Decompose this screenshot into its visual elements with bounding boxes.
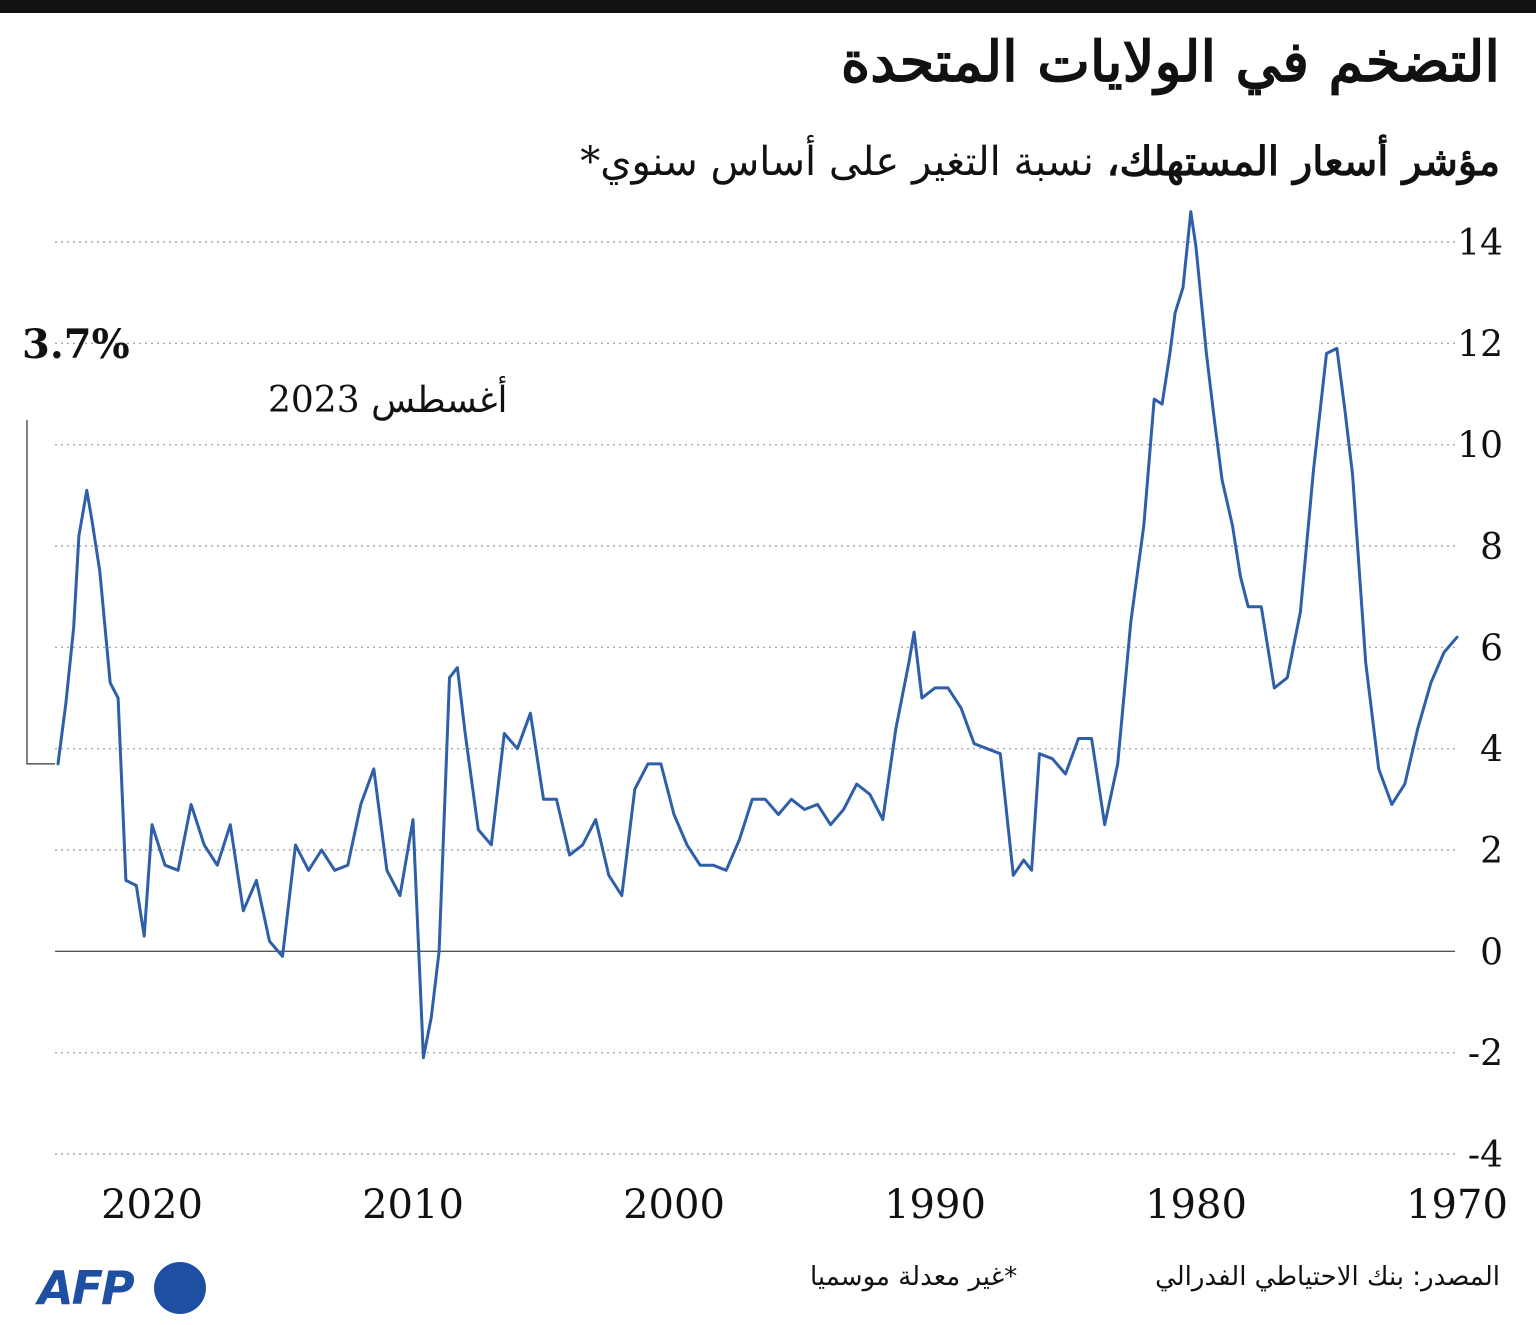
subtitle-bold: مؤشر أسعار المستهلك، <box>1106 138 1500 185</box>
x-tick-label: 1990 <box>884 1182 986 1228</box>
y-tick-label: 10 <box>1457 426 1503 467</box>
footnote: *غير معدلة موسميا <box>810 1262 1018 1292</box>
annotation-leader <box>26 420 55 765</box>
afp-logo: AFP <box>38 1258 208 1318</box>
afp-logo-text: AFP <box>38 1261 135 1315</box>
y-tick-label: 12 <box>1457 324 1503 365</box>
y-tick-label: 0 <box>1480 932 1503 973</box>
y-tick-label: -2 <box>1468 1034 1503 1075</box>
y-tick-label: -4 <box>1468 1135 1503 1176</box>
annotation-date: أغسطس 2023 <box>268 375 507 421</box>
x-tick-label: 1980 <box>1145 1182 1247 1228</box>
source-note: المصدر: بنك الاحتياطي الفدرالي <box>1155 1262 1500 1292</box>
x-tick-label: 2020 <box>101 1182 203 1228</box>
annotation-value: 3.7% <box>22 321 130 368</box>
y-tick-label: 14 <box>1457 223 1503 264</box>
subtitle-rest: نسبة التغير على أساس سنوي* <box>580 139 1107 185</box>
chart-subtitle: مؤشر أسعار المستهلك، نسبة التغير على أسا… <box>580 134 1500 190</box>
afp-logo-dot <box>154 1262 206 1314</box>
x-tick-label: 2000 <box>623 1182 725 1228</box>
cpi-series-line <box>56 210 1459 1060</box>
y-tick-label: 8 <box>1480 527 1503 568</box>
y-tick-label: 2 <box>1480 831 1503 872</box>
chart-title: التضخم في الولايات المتحدة <box>840 29 1500 95</box>
x-tick-label: 1970 <box>1406 1182 1508 1228</box>
y-tick-label: 6 <box>1480 628 1503 669</box>
x-tick-label: 2010 <box>362 1182 464 1228</box>
top-bar <box>0 0 1536 13</box>
y-tick-label: 4 <box>1480 730 1503 771</box>
